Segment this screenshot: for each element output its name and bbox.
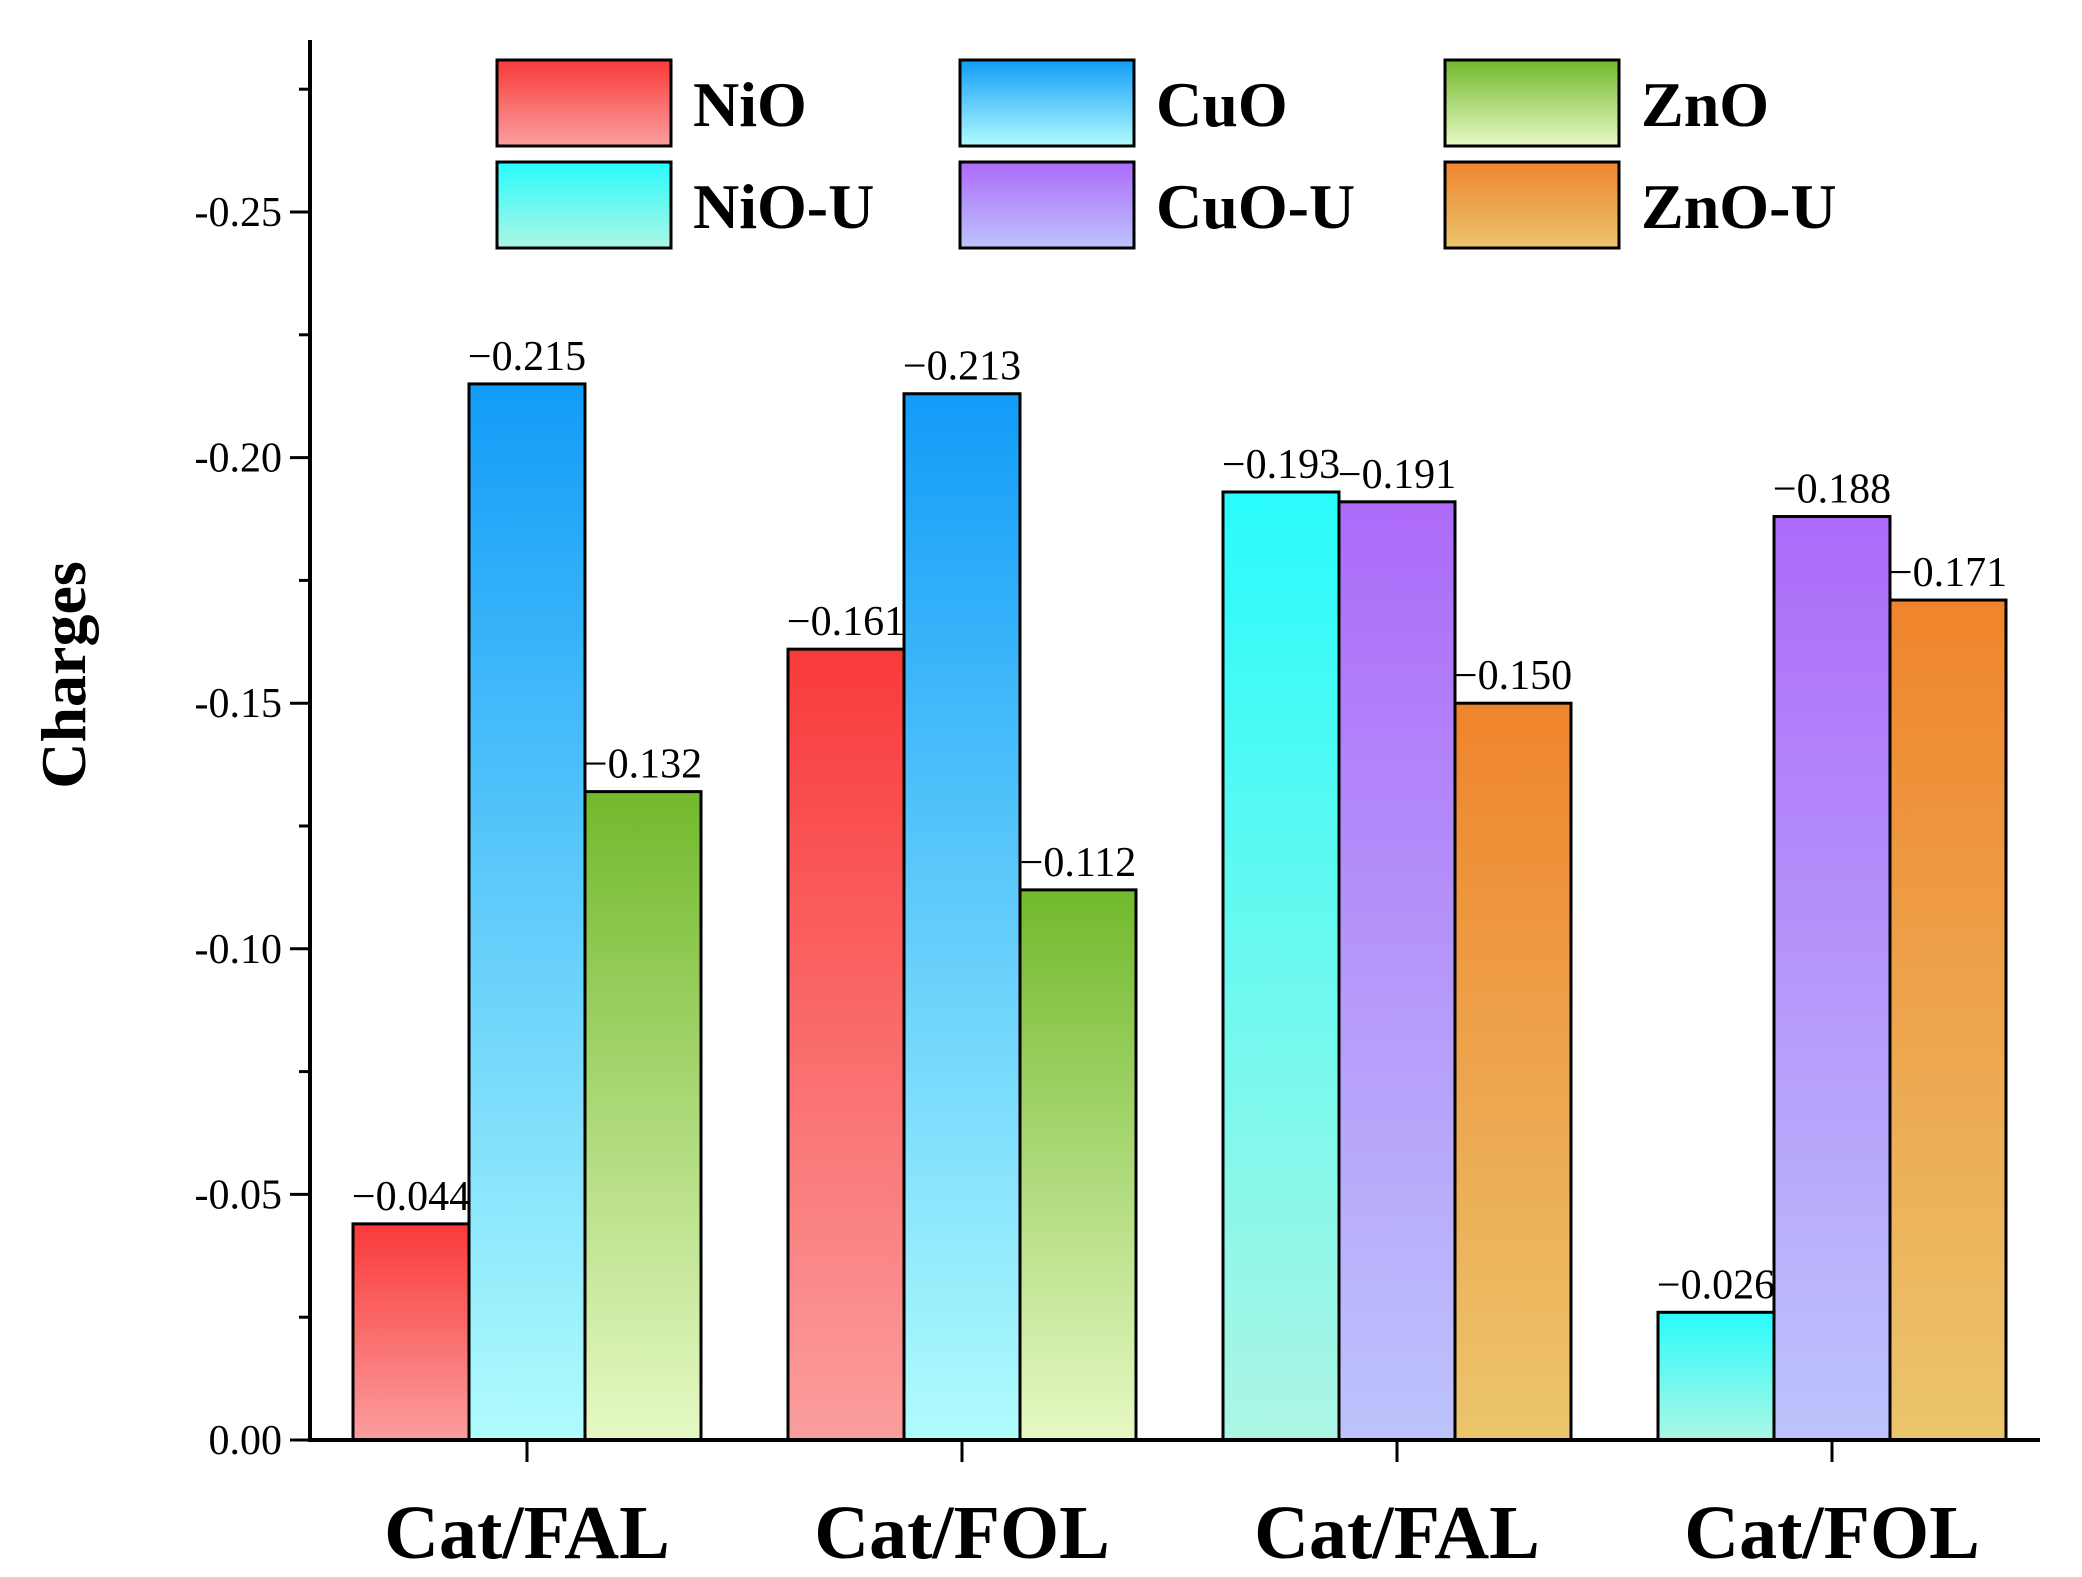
legend-swatch-zno-u	[1443, 160, 1621, 250]
legend-swatch-cuo-u	[958, 160, 1136, 250]
data-label-cuo-group-1: −0.215	[468, 334, 586, 380]
legend-swatch-cuo	[958, 58, 1136, 148]
legend-label-zno-u: ZnO-U	[1641, 171, 1837, 242]
x-category-label: Cat/FOL	[814, 1491, 1110, 1575]
data-label-zno-u-group-3: −0.150	[1454, 653, 1572, 699]
bars-layer	[351, 382, 2008, 1442]
data-label-nio-u-group-3: −0.193	[1222, 442, 1340, 488]
x-category-label: Cat/FAL	[1254, 1491, 1540, 1575]
bar-nio-group-1	[351, 1222, 471, 1442]
legend-label-nio: NiO	[693, 69, 807, 140]
data-label-zno-u-group-4: −0.171	[1889, 550, 2007, 596]
legend-label-cuo-u: CuO-U	[1156, 171, 1355, 242]
bar-zno-group-2	[1018, 888, 1138, 1442]
bar-nio-u-group-3	[1221, 490, 1341, 1442]
bar-zno-group-1	[583, 790, 703, 1442]
data-labels-layer: −0.044 −0.215 −0.132 −0.161 −0.213 −0.112 −0.1…	[352, 334, 2007, 1308]
x-category-label: Cat/FAL	[384, 1491, 670, 1575]
legend-label-zno: ZnO	[1641, 69, 1769, 140]
y-tick-label: -0.15	[195, 681, 283, 727]
bar-zno-u-group-3	[1453, 701, 1573, 1442]
bar-cuo-group-1	[467, 382, 587, 1442]
legend-swatch-nio-u	[495, 160, 673, 250]
y-tick-label: -0.05	[195, 1172, 283, 1218]
y-tick-label: -0.20	[195, 436, 283, 482]
y-axis-title: Charges	[28, 561, 99, 789]
x-category-label: Cat/FOL	[1684, 1491, 1980, 1575]
legend-swatch-zno	[1443, 58, 1621, 148]
legend-label-cuo: CuO	[1156, 69, 1288, 140]
bar-nio-group-2	[786, 647, 906, 1442]
bar-nio-u-group-4	[1656, 1310, 1776, 1442]
bar-cuo-u-group-3	[1337, 500, 1457, 1442]
y-tick-label: -0.25	[195, 190, 283, 236]
data-label-zno-group-2: −0.112	[1020, 840, 1137, 886]
y-tick-label: 0.00	[209, 1418, 283, 1464]
data-label-nio-group-2: −0.161	[787, 599, 905, 645]
legend: NiO CuO ZnO NiO-U CuO-U ZnO-U	[495, 58, 1837, 250]
bar-zno-u-group-4	[1888, 598, 2008, 1442]
data-label-cuo-group-2: −0.213	[903, 344, 1021, 390]
y-tick-label: -0.10	[195, 927, 283, 973]
legend-swatch-nio	[495, 58, 673, 148]
data-label-cuo-u-group-4: −0.188	[1773, 467, 1891, 513]
data-label-zno-group-1: −0.132	[584, 742, 702, 788]
legend-label-nio-u: NiO-U	[693, 171, 874, 242]
data-label-nio-group-1: −0.044	[352, 1174, 470, 1220]
data-label-nio-u-group-4: −0.026	[1657, 1262, 1775, 1308]
bar-cuo-u-group-4	[1772, 515, 1892, 1442]
axes-layer: Cat/FAL Cat/FOL Cat/FAL Cat/FOL 0.00 -0.05 -0.…	[195, 40, 2040, 1575]
bar-cuo-group-2	[902, 392, 1022, 1442]
data-label-cuo-u-group-3: −0.191	[1338, 452, 1456, 498]
